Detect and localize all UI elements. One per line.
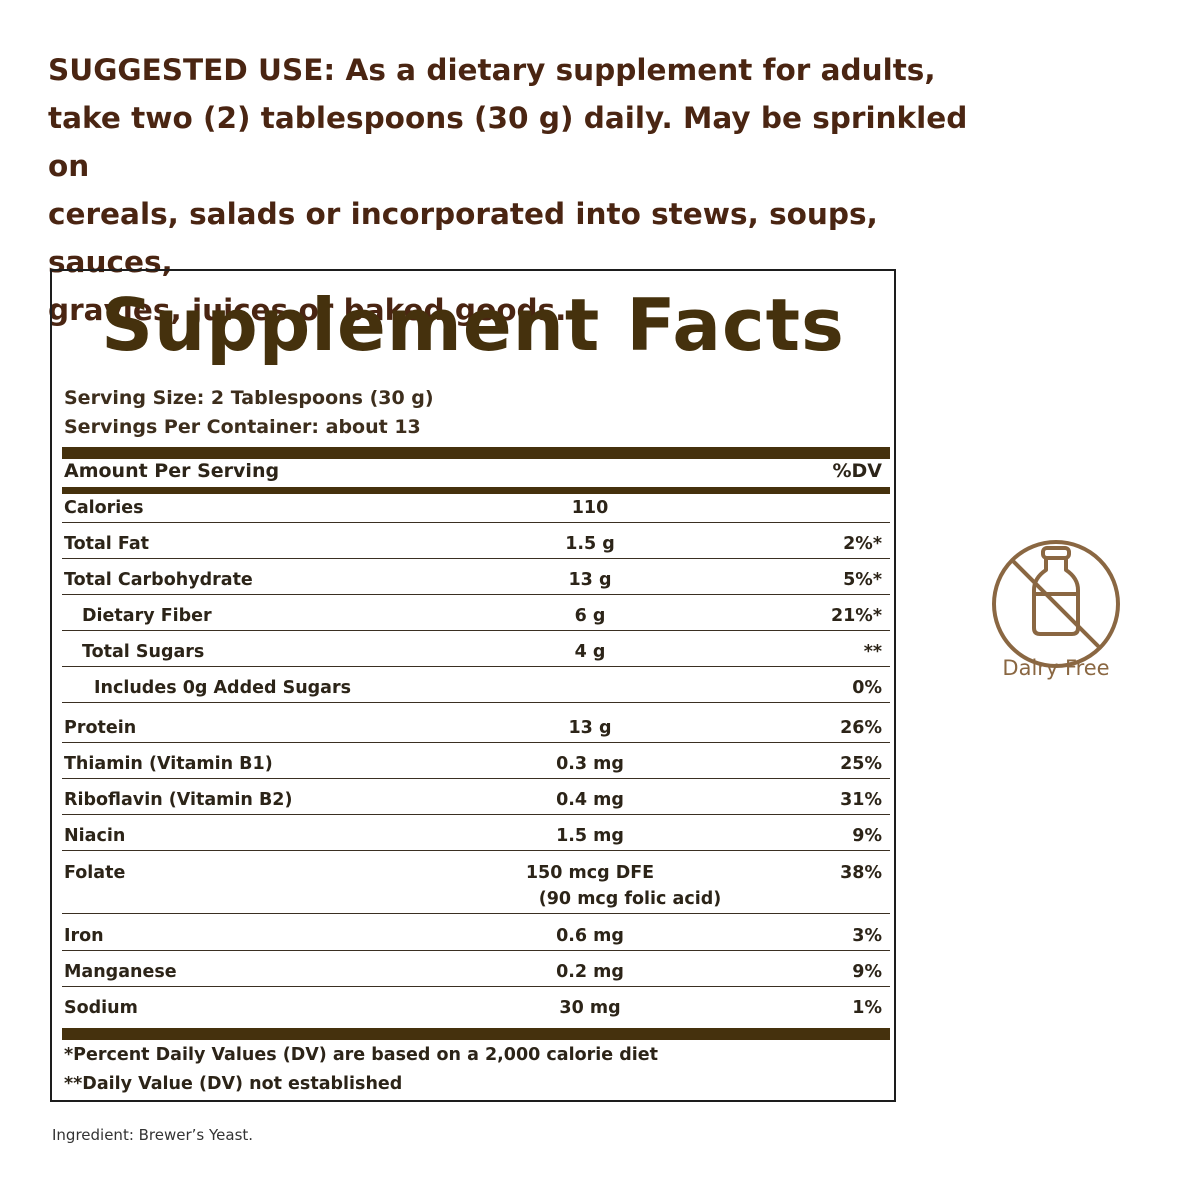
dairy-free-bottle-icon <box>992 540 1120 668</box>
nutrient-dv: 0% <box>852 678 882 698</box>
row-divider <box>62 950 890 951</box>
nutrient-amount: 13 g <box>568 570 612 590</box>
footnote-dv-basis: *Percent Daily Values (DV) are based on … <box>64 1045 658 1065</box>
nutrient-name: Manganese <box>64 962 177 982</box>
nutrient-name: Dietary Fiber <box>82 606 212 626</box>
nutrient-dv: 25% <box>840 754 882 774</box>
row-divider <box>62 913 890 914</box>
row-divider <box>62 594 890 595</box>
nutrient-amount: 13 g <box>568 718 612 738</box>
suggested-use-lead: SUGGESTED USE: <box>48 53 336 87</box>
suggested-use-line-1: As a dietary supplement for adults, <box>335 53 936 87</box>
ingredient-statement: Ingredient: Brewer’s Yeast. <box>52 1126 254 1144</box>
thick-divider-top <box>62 447 890 459</box>
row-divider <box>62 666 890 667</box>
nutrient-name: Total Carbohydrate <box>64 570 253 590</box>
header-amount-per-serving: Amount Per Serving <box>64 460 280 482</box>
nutrient-dv: 1% <box>852 998 882 1018</box>
serving-size: Serving Size: 2 Tablespoons (30 g) <box>64 387 434 409</box>
nutrient-name: Riboflavin (Vitamin B2) <box>64 790 293 810</box>
suggested-use-line-4: gravies, juices or baked goods. <box>48 293 567 327</box>
nutrient-name: Folate <box>64 863 126 883</box>
row-divider <box>62 778 890 779</box>
nutrient-name: Iron <box>64 926 104 946</box>
panel-title: Supplement Facts <box>101 283 845 367</box>
dairy-free-label: Dairy Free <box>1002 656 1110 680</box>
row-divider <box>62 742 890 743</box>
nutrient-name: Total Sugars <box>82 642 205 662</box>
nutrient-dv: 3% <box>852 926 882 946</box>
nutrient-amount: 0.4 mg <box>556 790 624 810</box>
nutrient-dv: 9% <box>852 826 882 846</box>
nutrient-amount: 30 mg <box>559 998 621 1018</box>
nutrient-name: Thiamin (Vitamin B1) <box>64 754 273 774</box>
medium-divider <box>62 487 890 494</box>
nutrient-amount-detail: (90 mcg folic acid) <box>538 889 722 909</box>
header-dv: %DV <box>832 460 882 482</box>
nutrient-dv: 5%* <box>843 570 882 590</box>
nutrient-dv: ** <box>863 642 882 662</box>
nutrient-amount: 0.3 mg <box>556 754 624 774</box>
row-divider <box>62 558 890 559</box>
supplement-facts-panel: Supplement Facts Serving Size: 2 Tablesp… <box>50 269 896 1102</box>
nutrient-amount: 4 g <box>574 642 606 662</box>
suggested-use-line-3: cereals, salads or incorporated into ste… <box>48 197 878 279</box>
row-divider <box>62 850 890 851</box>
nutrient-name: Niacin <box>64 826 126 846</box>
row-divider <box>62 630 890 631</box>
nutrient-name: Calories <box>64 498 144 518</box>
footnote-dv-not-established: **Daily Value (DV) not established <box>64 1074 403 1094</box>
nutrient-name: Total Fat <box>64 534 150 554</box>
nutrient-name: Sodium <box>64 998 138 1018</box>
suggested-use-line-2: take two (2) tablespoons (30 g) daily. M… <box>48 101 968 183</box>
nutrient-name: Protein <box>64 718 137 738</box>
nutrient-name: Includes 0g Added Sugars <box>94 678 352 698</box>
nutrient-dv: 9% <box>852 962 882 982</box>
row-divider <box>62 702 890 703</box>
nutrient-amount: 6 g <box>574 606 606 626</box>
row-divider <box>62 814 890 815</box>
servings-per-container: Servings Per Container: about 13 <box>64 416 421 438</box>
nutrient-amount: 0.6 mg <box>556 926 624 946</box>
row-divider <box>62 522 890 523</box>
thick-divider-bottom <box>62 1028 890 1040</box>
nutrient-amount: 1.5 g <box>565 534 615 554</box>
nutrient-dv: 31% <box>840 790 882 810</box>
nutrient-amount: 1.5 mg <box>556 826 624 846</box>
nutrient-dv: 21%* <box>830 606 882 626</box>
nutrient-dv: 38% <box>840 863 882 883</box>
nutrient-amount: 0.2 mg <box>556 962 624 982</box>
nutrient-dv: 26% <box>840 718 882 738</box>
nutrient-amount: 110 <box>571 498 609 518</box>
nutrient-amount: 150 mcg DFE <box>525 863 655 883</box>
suggested-use: SUGGESTED USE: As a dietary supplement f… <box>48 46 988 334</box>
nutrient-dv: 2%* <box>843 534 882 554</box>
row-divider <box>62 986 890 987</box>
